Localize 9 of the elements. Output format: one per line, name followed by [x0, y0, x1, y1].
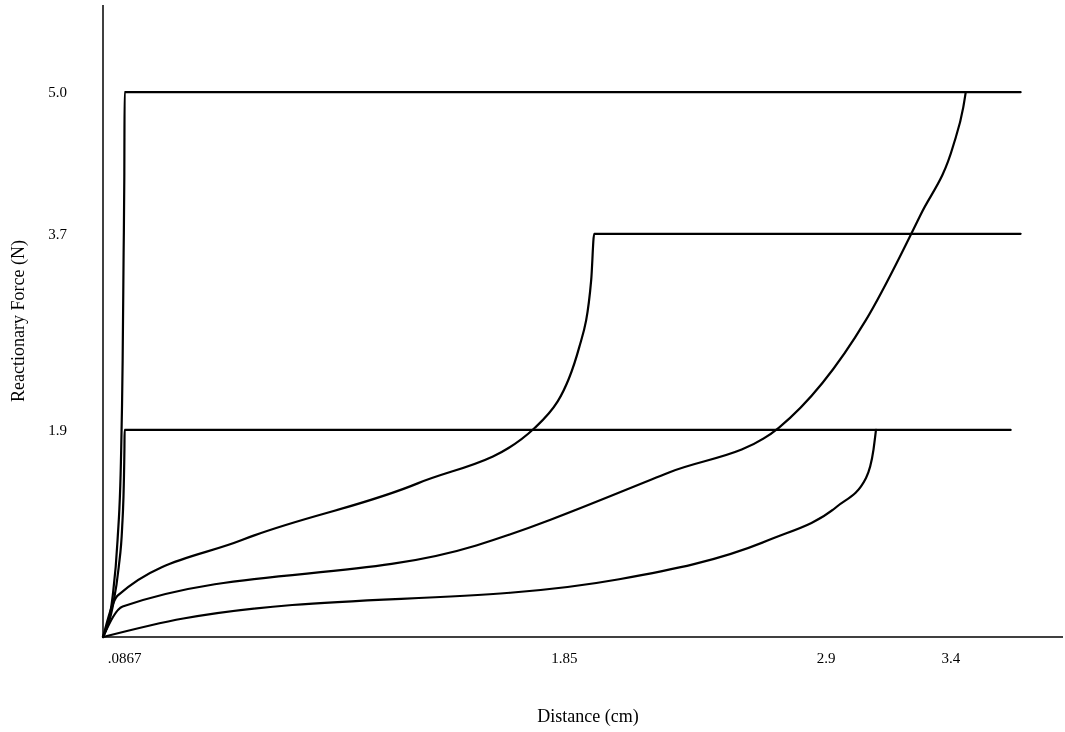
x-tick-label: .0867 [107, 650, 142, 666]
x-tick-label: 1.85 [551, 650, 578, 666]
y-tick-label: 1.9 [48, 422, 67, 439]
y-tick-label: 3.7 [48, 226, 68, 243]
x-tick-label: 2.9 [816, 650, 836, 666]
x-axis-title: Distance (cm) [537, 706, 639, 727]
x-tick-label: 3.4 [941, 650, 961, 666]
y-axis-title: Reactionary Force (N) [8, 240, 29, 402]
y-tick-label: 5.0 [48, 84, 67, 101]
